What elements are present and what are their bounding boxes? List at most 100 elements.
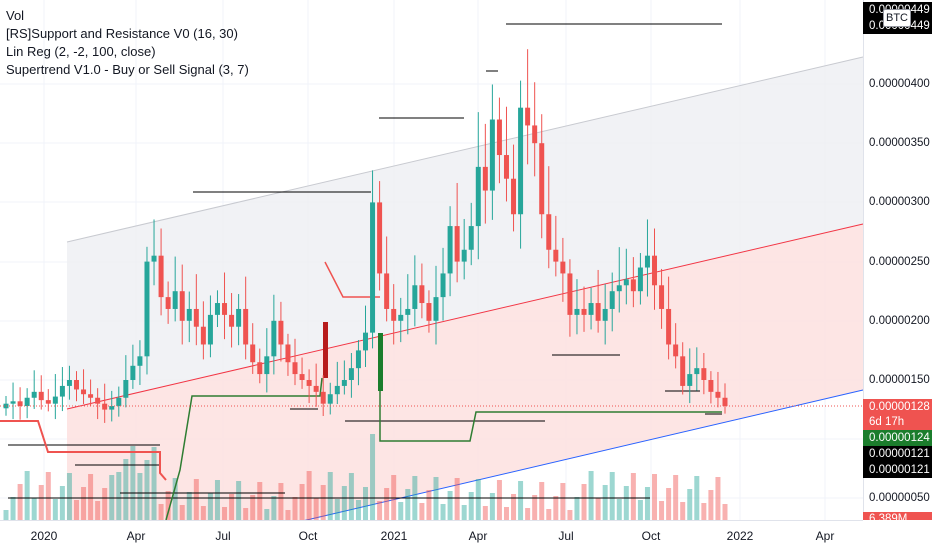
volume-bar [348,473,354,520]
volume-bar [200,506,206,520]
candle-body [553,249,559,262]
x-tick-label: Oct [298,529,318,543]
candle-body [637,267,643,292]
candle-body [73,380,79,390]
legend-support-resistance[interactable]: [RS]Support and Resistance V0 (16, 30) [6,26,238,41]
y-tick-label: 0.00000150 [869,374,930,386]
candle-body [292,362,298,375]
volume-bar [257,482,263,520]
volume-bar [666,488,672,520]
candle-body [137,356,143,366]
time-axis[interactable] [0,520,863,550]
candlestick-series[interactable] [3,49,728,423]
legend-lin-reg[interactable]: Lin Reg (2, -2, 100, close) [6,44,156,59]
candle-body [341,380,347,386]
candle-body [355,350,361,369]
volume-bar [38,485,44,520]
volume-bar [292,497,298,520]
volume-bar [59,486,65,520]
candle-body [595,303,601,321]
volume-bar [454,478,460,520]
candle-body [214,303,220,315]
candle-body [186,308,192,321]
x-tick-label: Jul [558,529,574,543]
volume-bar [341,486,347,520]
volume-bar [560,483,566,520]
legend-volume[interactable]: Vol [6,8,25,23]
volume-bar [24,471,30,520]
candle-body [701,368,707,380]
volume-bar [66,473,72,520]
y-tick-label: 0.00000300 [869,196,930,208]
volume-bar [581,484,587,520]
candle-body [158,255,164,298]
supertrend-down-segment [324,261,380,298]
supertrend-line [0,261,722,521]
volume-bar [482,506,488,520]
volume-bar [137,473,143,520]
candle-body [567,273,573,315]
volume-bar [313,498,319,520]
volume-bar [320,485,326,520]
candle-body [539,143,545,215]
volume-bar [398,502,404,520]
volume-bar [405,489,411,520]
candle-body [236,308,242,327]
candle-body [694,368,700,375]
candle-body [179,291,185,321]
candle-body [109,406,115,410]
last-price-tag: 0.00000128 [863,399,932,415]
volume-bar [511,494,517,520]
volume-bar [81,487,87,520]
candle-body [17,401,23,407]
candle-body [306,380,312,386]
volume-bar [88,474,94,520]
x-tick-label: Jul [215,529,231,543]
volume-bar [680,502,686,520]
y-tick-label: 0.00000350 [869,137,930,149]
candle-body [207,314,213,345]
support-price-tag: 0.00000121 [863,462,932,478]
volume-bar [363,487,368,520]
candle-body [581,308,587,315]
linear-regression-channel [66,56,864,550]
candle-body [447,226,453,274]
volume-bar [116,472,122,520]
volume-bar [285,510,291,520]
candle-body [81,389,87,395]
channel-upper-line [66,56,864,243]
volume-bar [496,480,502,520]
candle-body [334,385,340,395]
volume-bar [539,482,545,520]
legend-supertrend[interactable]: Supertrend V1.0 - Buy or Sell Signal (3,… [6,62,249,77]
volume-bar [10,497,16,520]
candle-body [348,368,354,380]
volume-bar [123,459,129,520]
volume-bar [440,504,446,520]
volume-bar [130,446,136,520]
candle-body [377,202,383,274]
volume-bar [518,481,524,520]
candle-body [511,178,517,215]
candle-body [243,308,249,345]
volume-bar [3,510,9,520]
volume-bar [172,478,178,520]
candle-body [116,397,122,407]
volume-bar [186,492,192,520]
volume-bar [250,495,256,520]
candle-body [419,285,425,304]
volume-bar [158,504,164,520]
candle-body [363,332,368,351]
volume-bar [165,491,171,520]
candle-body [123,380,129,398]
volume-bar [193,479,199,520]
candle-body [426,303,432,321]
candle-body [59,385,65,397]
supertrend-price-tag: 0.00000124 [863,430,932,446]
candle-body [88,394,94,398]
candle-body [165,297,171,309]
candle-body [616,285,622,292]
candle-body [560,261,566,274]
currency-badge[interactable]: BTC [883,9,911,27]
